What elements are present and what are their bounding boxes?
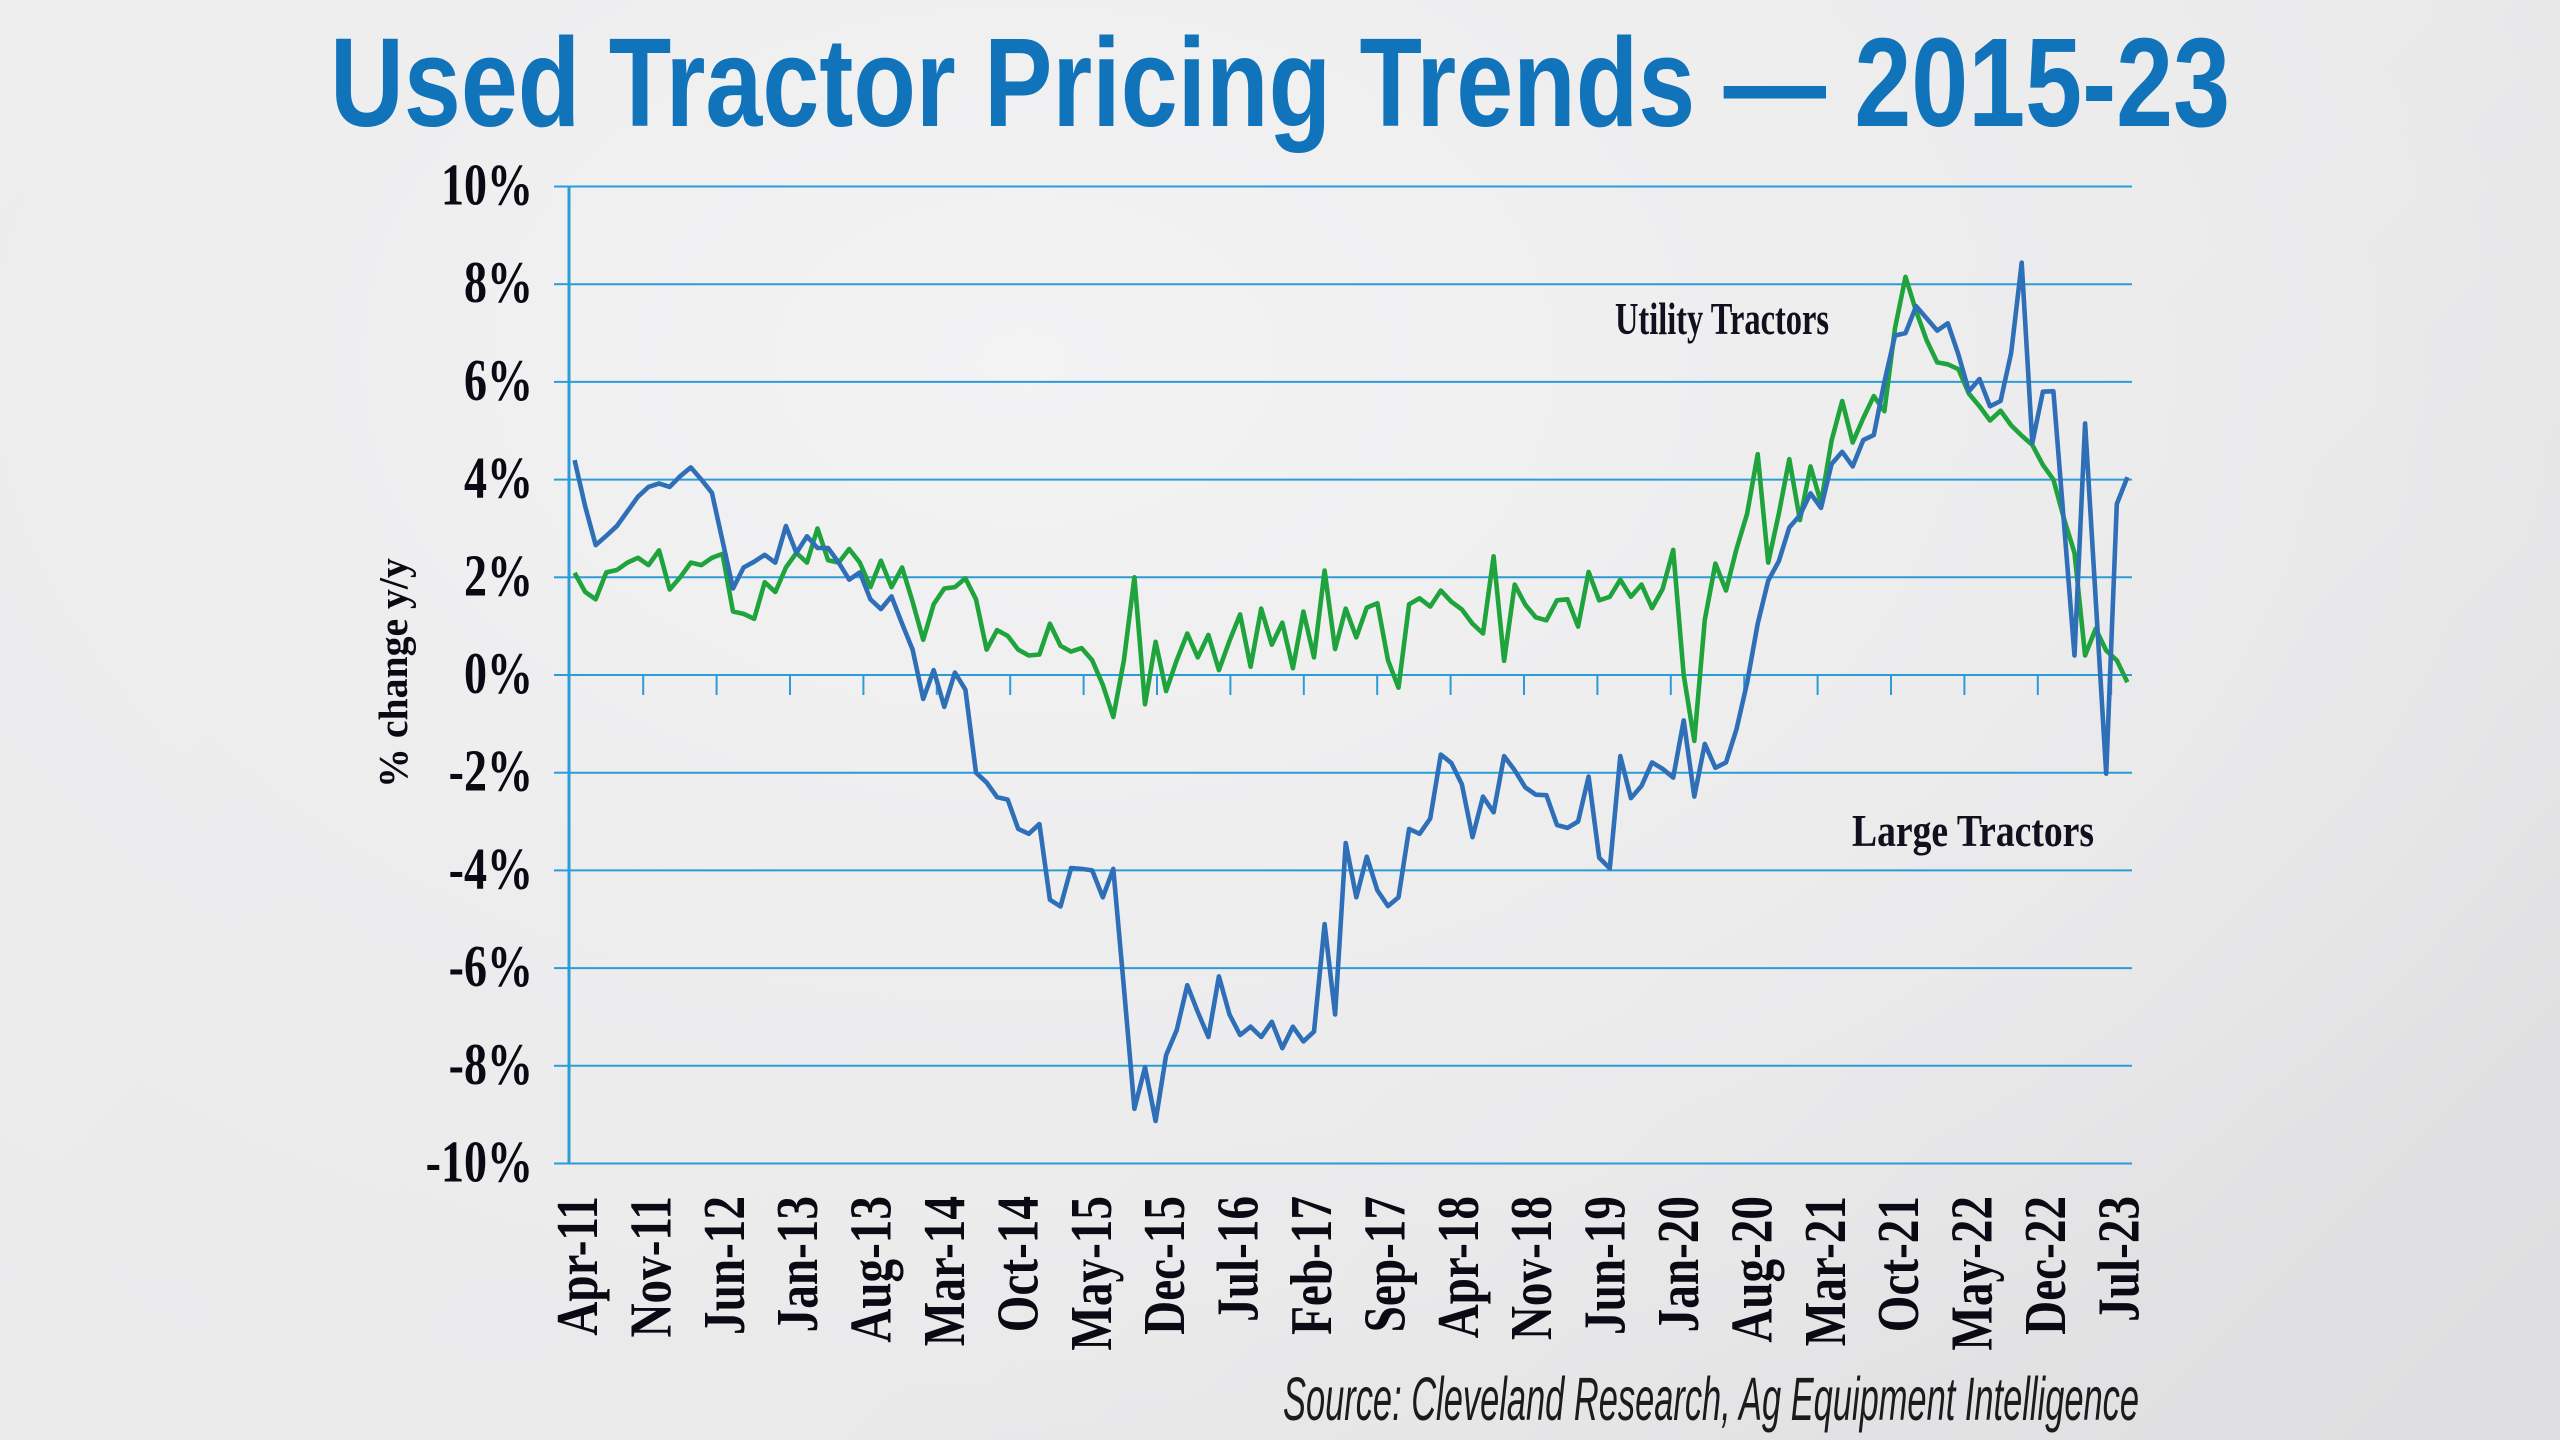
svg-text:% change y/y: % change y/y (370, 558, 416, 788)
svg-text:Source: Cleveland Research, Ag: Source: Cleveland Research, Ag Equipment… (1283, 1365, 2139, 1433)
svg-text:Jun-19: Jun-19 (1572, 1196, 1638, 1335)
svg-text:Apr-11: Apr-11 (544, 1196, 610, 1336)
svg-text:Mar-21: Mar-21 (1792, 1196, 1858, 1346)
svg-text:-8%: -8% (449, 1033, 533, 1098)
svg-text:Jul-23: Jul-23 (2085, 1196, 2151, 1322)
svg-text:Jul-16: Jul-16 (1205, 1196, 1271, 1322)
svg-text:Dec-15: Dec-15 (1131, 1196, 1197, 1335)
svg-text:Oct-21: Oct-21 (1865, 1196, 1931, 1332)
svg-text:Jan-13: Jan-13 (764, 1196, 830, 1332)
svg-text:Dec-22: Dec-22 (2012, 1196, 2078, 1335)
svg-text:6%: 6% (464, 349, 533, 414)
svg-text:-6%: -6% (449, 935, 533, 1000)
svg-text:Aug-20: Aug-20 (1718, 1196, 1784, 1343)
svg-text:Large Tractors: Large Tractors (1852, 806, 2094, 856)
svg-text:-10%: -10% (426, 1130, 533, 1195)
svg-text:Jan-20: Jan-20 (1645, 1196, 1711, 1332)
svg-text:8%: 8% (464, 251, 533, 316)
svg-text:0%: 0% (464, 642, 533, 707)
svg-text:Feb-17: Feb-17 (1278, 1196, 1344, 1335)
svg-text:Mar-14: Mar-14 (911, 1196, 977, 1346)
svg-text:-4%: -4% (449, 837, 533, 902)
svg-text:4%: 4% (464, 446, 533, 511)
svg-text:Apr-18: Apr-18 (1425, 1196, 1491, 1338)
svg-text:Utility Tractors: Utility Tractors (1615, 294, 1829, 344)
svg-text:May-22: May-22 (1939, 1196, 2005, 1351)
svg-text:2%: 2% (464, 544, 533, 609)
svg-text:Nov-11: Nov-11 (617, 1196, 683, 1338)
svg-text:Aug-13: Aug-13 (838, 1196, 904, 1343)
svg-text:-2%: -2% (449, 739, 533, 804)
svg-text:May-15: May-15 (1058, 1196, 1124, 1351)
svg-text:Sep-17: Sep-17 (1351, 1196, 1417, 1332)
svg-text:Jun-12: Jun-12 (691, 1196, 757, 1335)
svg-text:Used Tractor Pricing Trends —: Used Tractor Pricing Trends — 2015-23 (330, 12, 2230, 153)
svg-text:Nov-18: Nov-18 (1498, 1196, 1564, 1340)
svg-text:10%: 10% (441, 153, 533, 218)
svg-text:Oct-14: Oct-14 (984, 1196, 1050, 1332)
